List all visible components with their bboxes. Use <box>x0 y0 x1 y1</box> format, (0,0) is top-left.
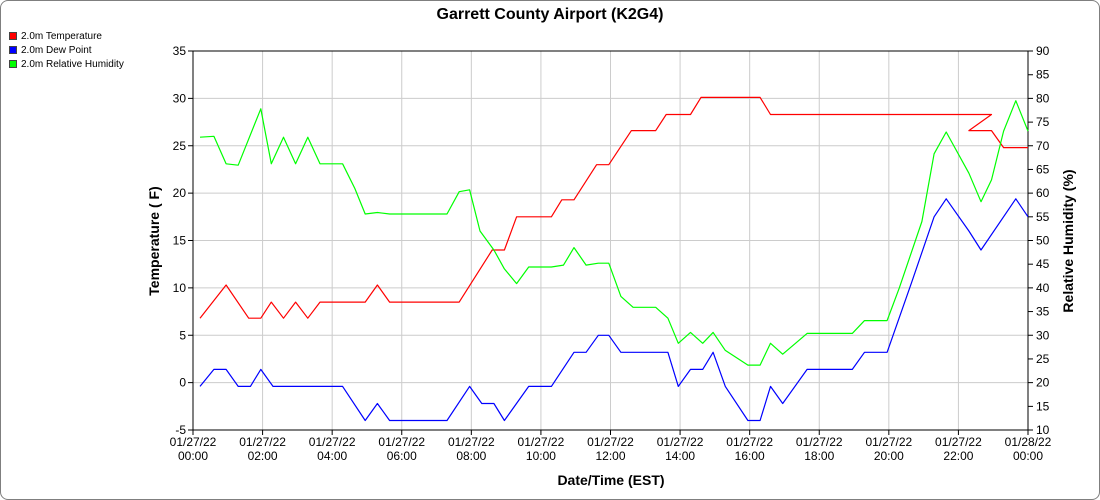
series-line-relative-humidity <box>199 100 1029 366</box>
x-tick-label-time: 06:00 <box>387 449 417 463</box>
legend-item-temperature: 2.0m Temperature <box>9 29 124 43</box>
y-tick-label: 15 <box>173 234 187 248</box>
series-line-dew-point <box>199 198 1029 422</box>
x-tick-label-date: 01/27/22 <box>657 435 704 449</box>
chart-legend: 2.0m Temperature 2.0m Dew Point 2.0m Rel… <box>9 29 124 71</box>
x-tick-label-date: 01/27/22 <box>865 435 912 449</box>
legend-label-relative-humidity: 2.0m Relative Humidity <box>21 58 124 70</box>
x-tick-label-time: 00:00 <box>1013 449 1043 463</box>
y-tick-label: 10 <box>173 281 187 295</box>
y2-axis-title: Relative Humidity (%) <box>1060 169 1076 312</box>
x-tick-label-date: 01/27/22 <box>448 435 495 449</box>
legend-item-dew-point: 2.0m Dew Point <box>9 43 124 57</box>
x-tick-label-time: 08:00 <box>456 449 486 463</box>
x-axis: 01/27/2200:0001/27/2202:0001/27/2204:000… <box>170 430 1052 463</box>
x-tick-label-time: 10:00 <box>526 449 556 463</box>
chart-title: Garrett County Airport (K2G4) <box>437 6 664 23</box>
y2-tick-label: 50 <box>1036 234 1050 248</box>
y-tick-label: 25 <box>173 139 187 153</box>
y-tick-label: -5 <box>175 423 186 437</box>
legend-swatch-dew-point <box>9 46 17 54</box>
x-tick-label-time: 12:00 <box>595 449 625 463</box>
y2-tick-label: 85 <box>1036 68 1050 82</box>
y2-tick-label: 20 <box>1036 376 1050 390</box>
y2-tick-label: 75 <box>1036 115 1050 129</box>
legend-label-temperature: 2.0m Temperature <box>21 30 102 42</box>
y-tick-label: 0 <box>179 376 186 390</box>
y2-tick-label: 15 <box>1036 399 1050 413</box>
y2-tick-label: 70 <box>1036 139 1050 153</box>
y2-tick-label: 25 <box>1036 352 1050 366</box>
y-tick-label: 30 <box>173 91 187 105</box>
x-tick-label-time: 22:00 <box>943 449 973 463</box>
y-axis-title: Temperature ( F) <box>146 186 162 295</box>
y2-tick-label: 65 <box>1036 162 1050 176</box>
x-tick-label-time: 18:00 <box>804 449 834 463</box>
y-tick-label: 35 <box>173 44 187 58</box>
x-tick-label-date: 01/27/22 <box>170 435 217 449</box>
legend-item-relative-humidity: 2.0m Relative Humidity <box>9 57 124 71</box>
y2-tick-label: 35 <box>1036 305 1050 319</box>
x-tick-label-time: 16:00 <box>735 449 765 463</box>
x-tick-label-date: 01/27/22 <box>239 435 286 449</box>
y2-tick-label: 55 <box>1036 210 1050 224</box>
y-tick-label: 5 <box>179 328 186 342</box>
x-tick-label-date: 01/27/22 <box>309 435 356 449</box>
x-tick-label-date: 01/27/22 <box>935 435 982 449</box>
x-tick-label-date: 01/27/22 <box>587 435 634 449</box>
x-tick-label-date: 01/28/22 <box>1005 435 1052 449</box>
y2-tick-label: 90 <box>1036 44 1050 58</box>
series-line-temperature <box>199 96 1028 319</box>
x-tick-label-time: 20:00 <box>874 449 904 463</box>
x-tick-label-date: 01/27/22 <box>726 435 773 449</box>
x-tick-label-date: 01/27/22 <box>796 435 843 449</box>
left-axis: -5 0 5 10 15 20 25 30 35 <box>173 44 193 437</box>
y2-tick-label: 40 <box>1036 281 1050 295</box>
right-axis: 10 15 20 25 30 35 40 45 50 55 60 65 70 75 80 85 90 <box>1028 44 1050 437</box>
x-tick-label-time: 00:00 <box>178 449 208 463</box>
y2-tick-label: 60 <box>1036 186 1050 200</box>
y-tick-label: 20 <box>173 186 187 200</box>
y2-tick-label: 10 <box>1036 423 1050 437</box>
legend-label-dew-point: 2.0m Dew Point <box>21 44 92 56</box>
legend-swatch-temperature <box>9 32 17 40</box>
x-axis-title: Date/Time (EST) <box>557 472 664 488</box>
x-tick-label-time: 14:00 <box>665 449 695 463</box>
legend-swatch-relative-humidity <box>9 60 17 68</box>
x-tick-label-time: 02:00 <box>248 449 278 463</box>
y2-tick-label: 80 <box>1036 91 1050 105</box>
x-tick-label-time: 04:00 <box>317 449 347 463</box>
x-tick-label-date: 01/27/22 <box>378 435 425 449</box>
series-layer <box>199 96 1029 422</box>
x-tick-label-date: 01/27/22 <box>518 435 565 449</box>
y2-tick-label: 30 <box>1036 328 1050 342</box>
y2-tick-label: 45 <box>1036 257 1050 271</box>
